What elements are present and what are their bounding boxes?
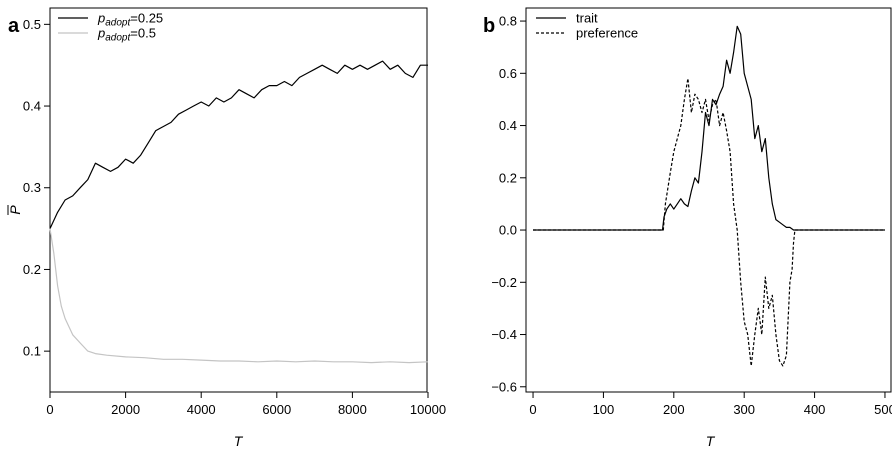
panel-b-series-line-1 — [533, 25, 885, 231]
panel-a: a P T 0 2000 4000 6000 8000 10000 0.1 0.2 0.3 0.4… — [7, 7, 446, 449]
panel-b-x-tick-label: 500 — [874, 402, 892, 417]
panel-a-series-line-1 — [49, 60, 428, 229]
panel-a-y-tick-label: 0.2 — [23, 262, 41, 277]
panel-b-legend-label: trait — [576, 11, 598, 26]
panel-a-x-tick-label: 10000 — [410, 402, 446, 417]
panel-a-x-tick-label: 0 — [46, 402, 53, 417]
panel-b-y-tick-label: 0.2 — [499, 170, 517, 185]
panel-a-series-line-2 — [49, 228, 429, 364]
panel-a-label: a — [8, 15, 20, 37]
panel-b-plot-frame — [525, 7, 892, 393]
panel-b-series-line-2 — [533, 77, 885, 367]
panel-b: b T 0 100 200 300 400 500 −0.6 −0.4 −0.2 0.0 0.2 0.… — [483, 7, 892, 449]
panel-b-y-tick-label: −0.4 — [491, 327, 517, 342]
panel-a-legend-label: padopt=0.5 — [97, 26, 156, 44]
panel-b-y-tick-label: 0.8 — [499, 14, 517, 29]
panel-b-label: b — [483, 15, 495, 37]
panel-a-plot-frame — [49, 7, 428, 393]
panel-a-x-tick-label: 6000 — [262, 402, 291, 417]
panel-a-x-tick-label: 8000 — [338, 402, 367, 417]
panel-b-legend-label: preference — [576, 26, 638, 41]
panel-b-x-axis-label: T — [706, 433, 716, 449]
panel-a-y-tick-label: 0.3 — [23, 180, 41, 195]
panel-a-x-axis-label: T — [234, 433, 244, 449]
panel-a-legend-label: padopt=0.25 — [97, 11, 163, 29]
panel-a-y-tick-label: 0.4 — [23, 99, 41, 114]
panel-a-x-tick-label: 2000 — [111, 402, 140, 417]
panel-b-y-tick-label: 0.6 — [499, 66, 517, 81]
panel-b-x-tick-label: 0 — [529, 402, 536, 417]
panel-b-x-tick-label: 300 — [733, 402, 755, 417]
panel-a-y-tick-label: 0.1 — [23, 344, 41, 359]
panel-b-x-tick-label: 400 — [804, 402, 826, 417]
panel-a-y-tick-label: 0.5 — [23, 17, 41, 32]
panel-b-y-tick-label: −0.6 — [491, 379, 517, 394]
panel-b-x-tick-label: 100 — [593, 402, 615, 417]
panel-b-x-tick-label: 200 — [663, 402, 685, 417]
panel-b-y-tick-label: −0.2 — [491, 275, 517, 290]
panel-a-x-tick-label: 4000 — [187, 402, 216, 417]
panel-b-y-tick-label: 0.0 — [499, 223, 517, 238]
panel-b-y-tick-label: 0.4 — [499, 118, 517, 133]
panel-a-y-axis-label: P — [7, 205, 23, 215]
